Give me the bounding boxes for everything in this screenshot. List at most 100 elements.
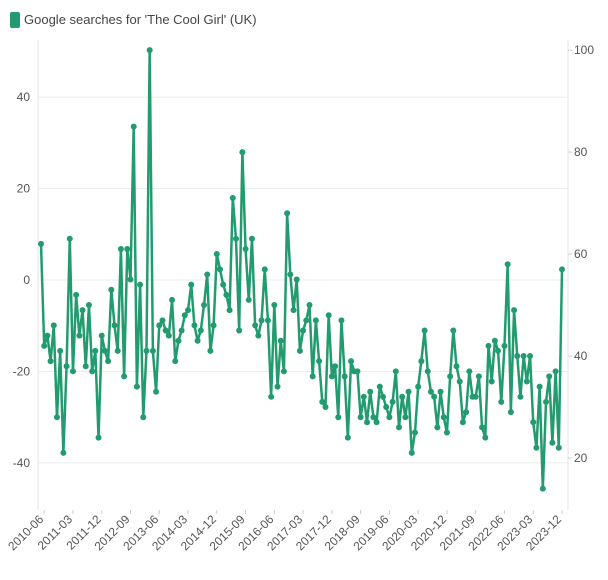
point xyxy=(89,368,96,375)
point xyxy=(130,123,137,130)
point xyxy=(172,358,179,365)
point xyxy=(79,307,86,314)
point xyxy=(466,368,473,375)
point xyxy=(306,302,313,309)
y-tick-label: 40 xyxy=(17,90,31,104)
point xyxy=(348,358,355,365)
point xyxy=(271,302,278,309)
point xyxy=(284,210,291,217)
point xyxy=(472,393,479,400)
point xyxy=(408,449,415,456)
point xyxy=(277,337,284,344)
point xyxy=(181,312,188,319)
point xyxy=(488,378,495,385)
point xyxy=(405,388,412,395)
point xyxy=(373,419,380,426)
point xyxy=(117,245,124,252)
point xyxy=(191,322,198,329)
point xyxy=(290,307,297,314)
point xyxy=(156,322,163,329)
point xyxy=(463,409,470,416)
point xyxy=(421,327,428,334)
point xyxy=(248,235,255,242)
point xyxy=(287,271,294,278)
point xyxy=(255,332,262,339)
line xyxy=(39,48,564,490)
point xyxy=(424,368,431,375)
point xyxy=(261,266,268,273)
point xyxy=(101,347,108,354)
y2-tick-label: 100 xyxy=(574,43,594,57)
y2-tick-label: 20 xyxy=(574,451,588,465)
point xyxy=(511,307,518,314)
point xyxy=(194,337,201,344)
legend-swatch xyxy=(10,12,20,28)
point xyxy=(223,291,230,298)
point xyxy=(364,419,371,426)
point xyxy=(520,353,527,360)
point xyxy=(475,373,482,380)
point xyxy=(268,393,275,400)
point xyxy=(213,251,220,258)
point xyxy=(309,373,316,380)
point xyxy=(360,393,367,400)
point xyxy=(357,414,364,421)
point xyxy=(197,327,204,334)
point xyxy=(392,368,399,375)
point xyxy=(92,347,99,354)
point xyxy=(443,429,450,436)
point xyxy=(437,388,444,395)
point xyxy=(418,358,425,365)
point xyxy=(530,419,537,426)
point xyxy=(210,322,217,329)
point xyxy=(82,363,89,370)
point xyxy=(108,286,115,293)
point xyxy=(555,444,562,451)
point xyxy=(229,194,236,201)
point xyxy=(549,439,556,446)
point xyxy=(207,347,214,354)
point xyxy=(111,322,118,329)
point xyxy=(527,353,534,360)
point xyxy=(427,388,434,395)
point xyxy=(293,276,300,283)
point xyxy=(536,383,543,390)
point xyxy=(159,317,166,324)
point xyxy=(69,368,76,375)
point xyxy=(491,337,498,344)
point xyxy=(514,353,521,360)
point xyxy=(98,332,105,339)
point xyxy=(143,347,150,354)
point xyxy=(332,363,339,370)
point xyxy=(242,245,249,252)
point xyxy=(236,327,243,334)
point xyxy=(50,322,57,329)
point xyxy=(204,271,211,278)
point xyxy=(124,245,131,252)
point xyxy=(188,281,195,288)
y2-tick-label: 60 xyxy=(574,247,588,261)
point xyxy=(216,266,223,273)
point xyxy=(479,424,486,431)
point xyxy=(296,347,303,354)
point xyxy=(341,373,348,380)
point xyxy=(546,373,553,380)
point xyxy=(95,434,102,441)
point xyxy=(501,342,508,349)
point xyxy=(335,414,342,421)
point xyxy=(450,327,457,334)
point xyxy=(431,393,438,400)
point xyxy=(498,398,505,405)
point xyxy=(114,347,121,354)
point xyxy=(485,342,492,349)
point xyxy=(322,404,329,411)
point xyxy=(252,322,259,329)
point xyxy=(344,434,351,441)
point xyxy=(523,378,530,385)
point xyxy=(415,383,422,390)
point xyxy=(559,266,565,273)
point xyxy=(53,414,60,421)
point xyxy=(447,373,454,380)
point xyxy=(66,235,73,242)
point xyxy=(402,414,409,421)
